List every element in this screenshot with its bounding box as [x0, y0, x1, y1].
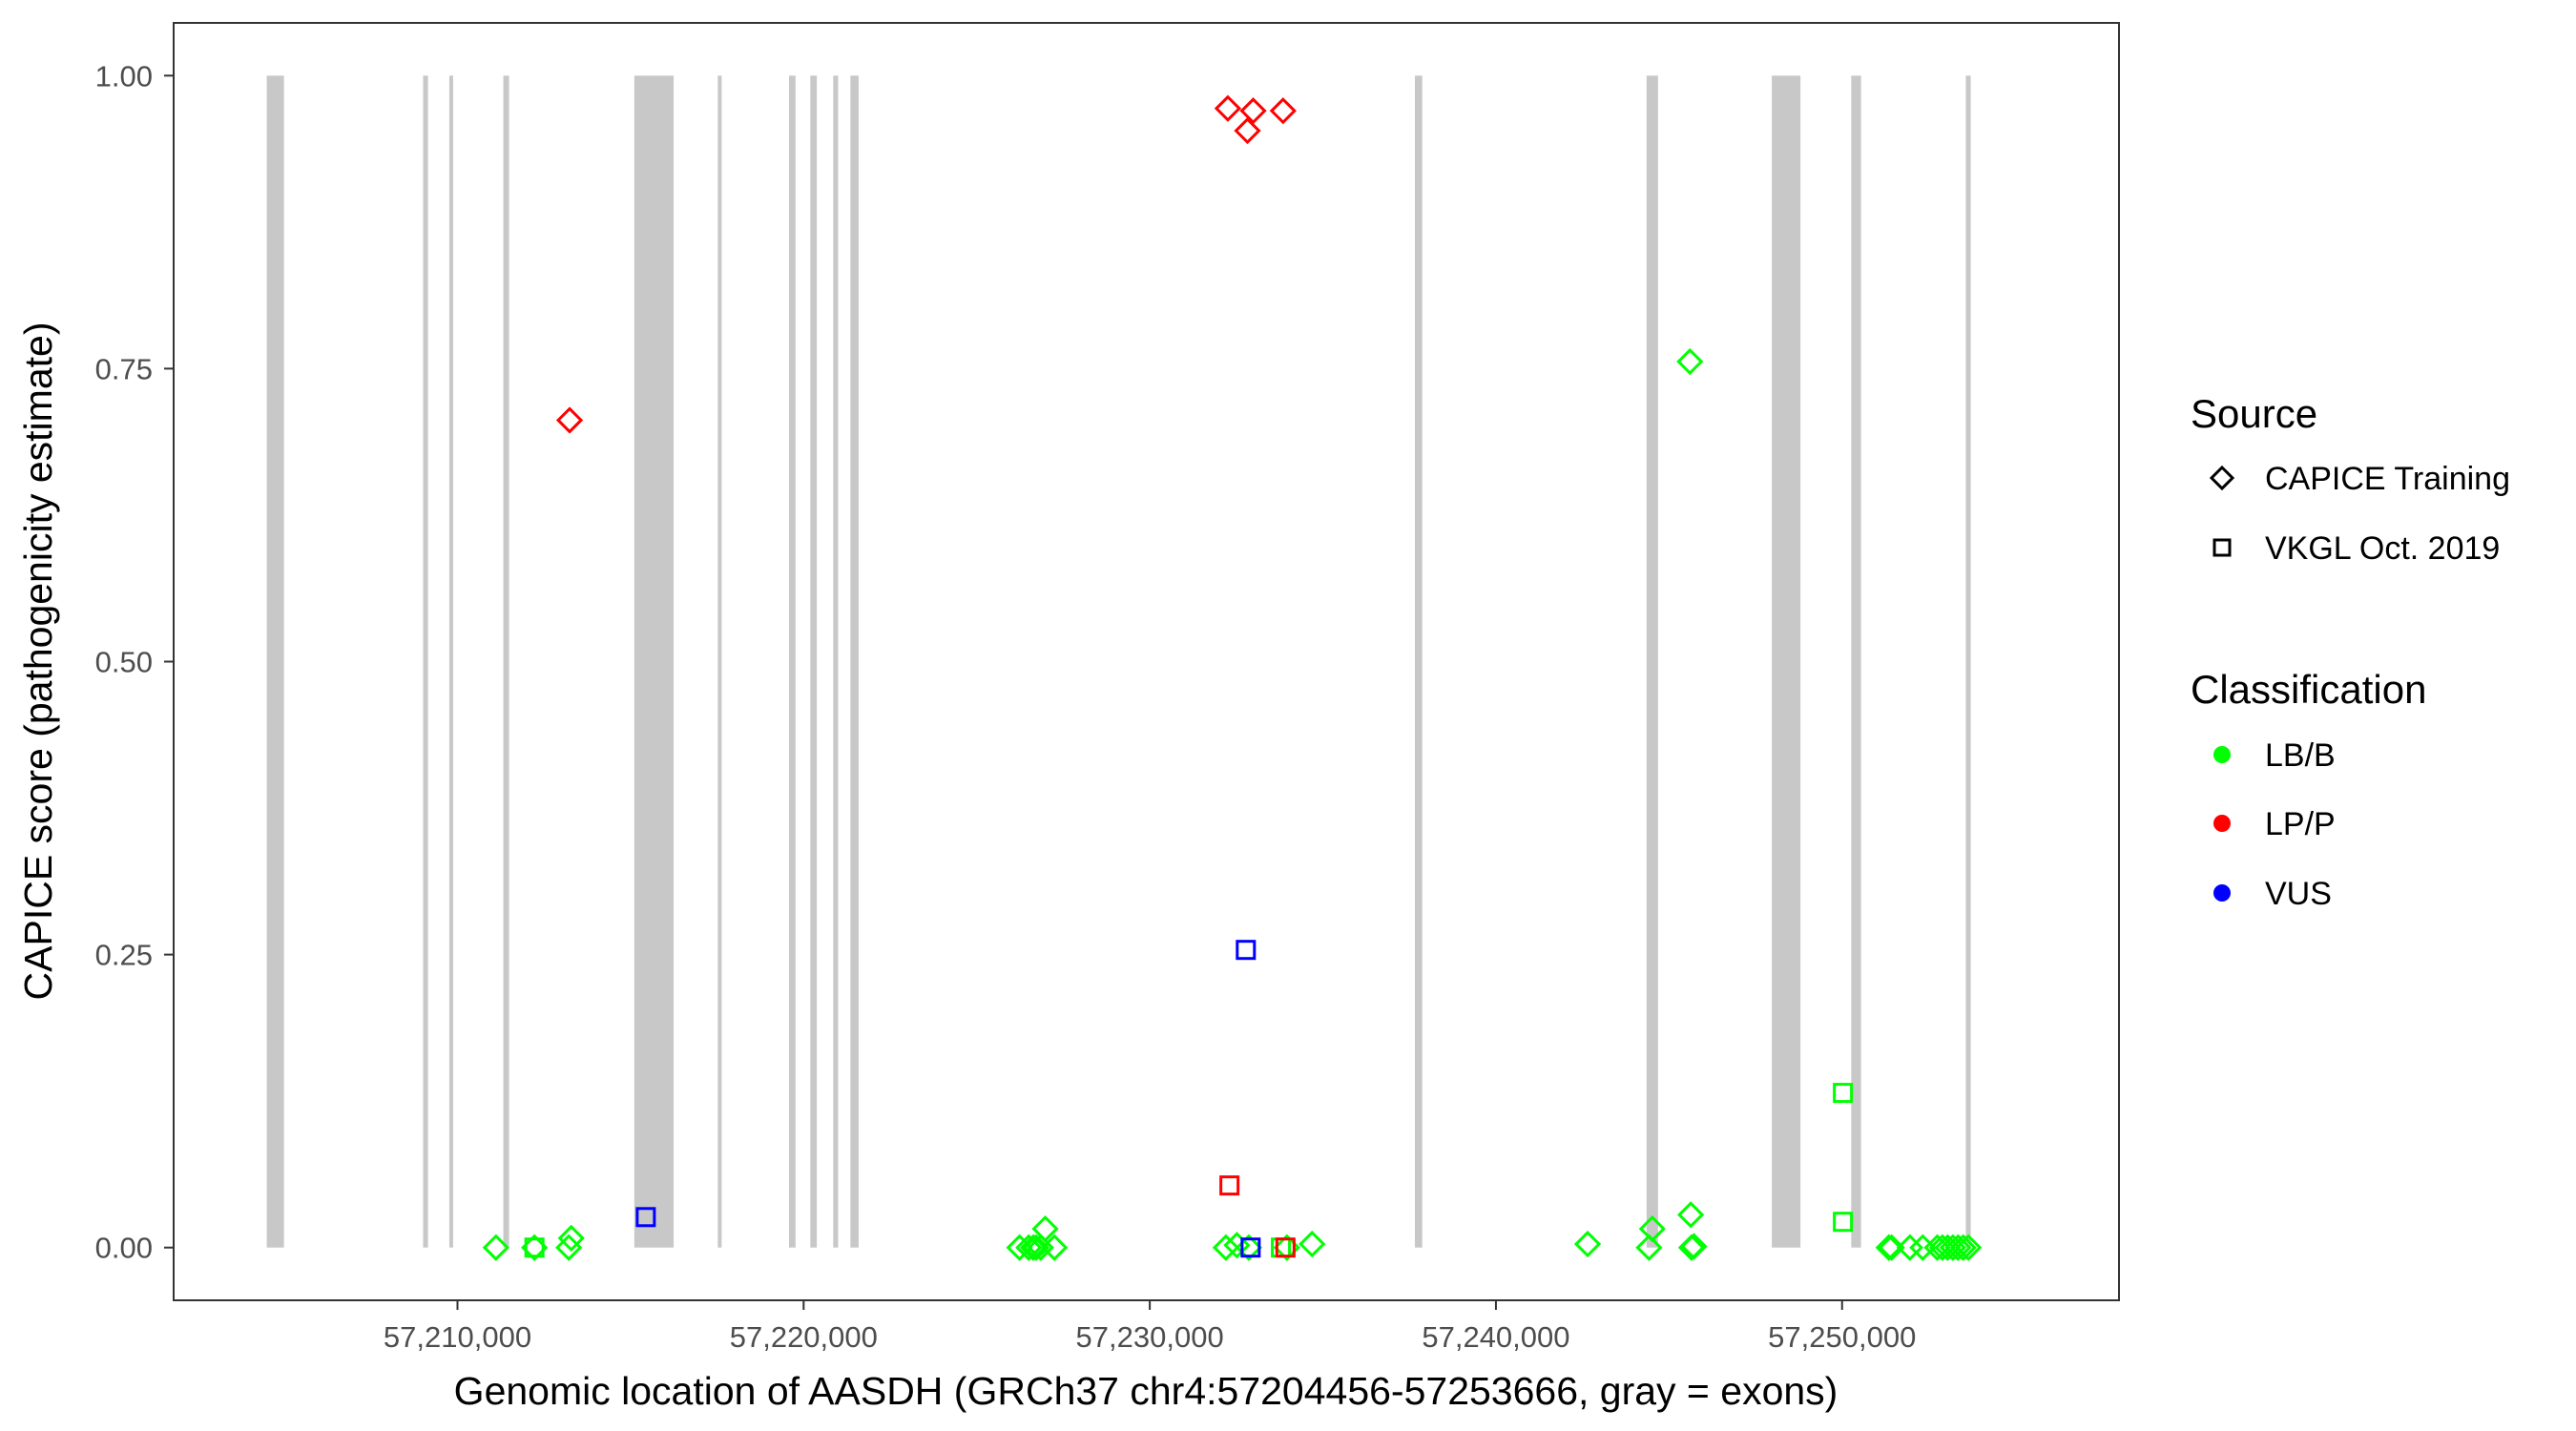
exon-bar: [1415, 75, 1423, 1248]
point-diamond: [555, 406, 584, 434]
exon-bar: [423, 75, 428, 1248]
point-square: [524, 1237, 545, 1258]
point-diamond: [1022, 1234, 1050, 1261]
y-tick-label: 0.75: [95, 352, 153, 385]
legend-item-lpp: LP/P: [2265, 806, 2336, 842]
x-tick-label: 57,240,000: [1422, 1320, 1569, 1354]
x-tick-label: 57,210,000: [384, 1320, 531, 1354]
point-diamond: [1878, 1234, 1905, 1261]
exon-bar: [634, 75, 675, 1248]
exon-bars: [266, 75, 1971, 1248]
point-diamond: [1269, 97, 1297, 125]
point-diamond: [1015, 1234, 1043, 1261]
point-diamond: [1298, 1230, 1326, 1258]
legend-item-lbb: LB/B: [2265, 737, 2336, 774]
point-diamond: [1680, 1233, 1708, 1260]
y-tick-label: 0.50: [95, 646, 153, 679]
point-square: [1236, 940, 1257, 961]
exon-bar: [810, 75, 818, 1248]
point-diamond: [1638, 1214, 1666, 1243]
point-diamond: [1031, 1214, 1059, 1243]
legend-item-capice: CAPICE Training: [2265, 461, 2510, 497]
point-diamond: [557, 1224, 585, 1253]
x-tick-label: 57,220,000: [730, 1320, 878, 1354]
y-axis: 0.00 0.25 0.50 0.75 1.00: [95, 59, 174, 1265]
point-diamond: [1041, 1234, 1069, 1261]
point-square: [1833, 1212, 1854, 1233]
point-square: [1219, 1175, 1240, 1196]
exon-bar: [448, 75, 453, 1248]
legend: Source CAPICE Training VKGL Oct. 2019 Cl…: [2191, 391, 2510, 912]
legend-square-icon: [2212, 538, 2232, 557]
point-diamond: [1019, 1234, 1048, 1261]
legend-title-source: Source: [2191, 391, 2317, 436]
exon-bar: [1851, 75, 1861, 1248]
point-diamond: [1676, 347, 1704, 376]
legend-lpp-dot: [2213, 815, 2231, 832]
exon-bar: [1965, 75, 1971, 1248]
point-square: [1833, 1083, 1854, 1104]
exon-bar: [503, 75, 509, 1248]
exon-bar: [1646, 75, 1658, 1248]
point-square: [1275, 1237, 1296, 1258]
point-diamond: [1955, 1234, 1983, 1261]
exon-bar: [1772, 75, 1801, 1248]
point-diamond: [1635, 1234, 1663, 1261]
y-tick-label: 0.25: [95, 939, 153, 972]
legend-vus-dot: [2213, 884, 2231, 902]
exon-bar: [717, 75, 722, 1248]
x-tick-label: 57,230,000: [1076, 1320, 1224, 1354]
exon-bar: [850, 75, 859, 1248]
exon-bar: [266, 75, 284, 1248]
point-diamond: [1234, 116, 1261, 145]
point-diamond: [482, 1234, 509, 1261]
x-axis: 57,210,000 57,220,000 57,230,000 57,240,000…: [384, 1300, 1916, 1354]
point-square: [1240, 1237, 1261, 1258]
data-points: [482, 94, 1983, 1261]
legend-item-vkgl: VKGL Oct. 2019: [2265, 530, 2500, 567]
y-axis-title: CAPICE score (pathogenicity estimate): [16, 322, 60, 1001]
y-tick-label: 0.00: [95, 1232, 153, 1265]
point-diamond: [1212, 1234, 1240, 1261]
x-tick-label: 57,250,000: [1768, 1320, 1916, 1354]
point-diamond: [1875, 1234, 1902, 1261]
point-diamond: [1944, 1234, 1972, 1261]
plot-panel: [174, 23, 2119, 1300]
point-diamond: [1239, 97, 1267, 125]
legend-lbb-dot: [2213, 746, 2231, 763]
point-diamond: [1214, 94, 1242, 122]
exon-bar: [789, 75, 796, 1248]
point-diamond: [1677, 1201, 1705, 1229]
point-diamond: [1573, 1230, 1602, 1258]
point-diamond: [1949, 1234, 1977, 1261]
x-axis-title: Genomic location of AASDH (GRCh37 chr4:5…: [454, 1369, 1839, 1413]
legend-diamond-icon: [2209, 465, 2235, 491]
exon-bar: [833, 75, 839, 1248]
point-diamond: [1896, 1234, 1923, 1261]
legend-title-classification: Classification: [2191, 667, 2426, 712]
point-square: [635, 1207, 656, 1228]
y-tick-label: 1.00: [95, 59, 153, 93]
legend-item-vus: VUS: [2265, 876, 2332, 912]
